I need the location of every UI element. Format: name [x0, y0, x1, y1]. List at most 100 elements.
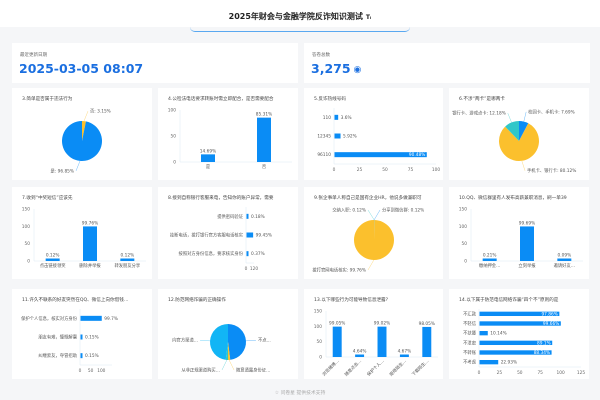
category-label: 点击链接领奖 — [40, 262, 66, 269]
bar[interactable] — [80, 353, 83, 359]
leader-line — [521, 160, 526, 171]
chart-title: 9.张企事单人称自己是国有企业HR，他说多做兼职可 — [314, 196, 422, 201]
chart-title: 13.以下哪些行为可能导致信息泄露? — [314, 298, 389, 303]
category-label: 是 — [206, 164, 211, 170]
chart-title: 7.收到“中奖短信”应该先 — [22, 196, 73, 201]
slice-label: 交纳入职: 0.12% — [332, 207, 366, 214]
last-updated-label: 最近更新日期 — [20, 53, 47, 58]
chart-title: 6.不涉“两卡”是哪两卡 — [459, 97, 505, 102]
bar[interactable] — [257, 117, 271, 162]
bar[interactable] — [520, 226, 534, 261]
bar[interactable] — [201, 154, 215, 162]
bar[interactable] — [479, 321, 561, 326]
bar[interactable] — [246, 251, 249, 257]
bar[interactable] — [332, 326, 342, 357]
x-tick-label: 75 — [408, 167, 414, 173]
bar[interactable] — [557, 258, 572, 262]
bar[interactable] — [479, 340, 553, 346]
chart-card: 14.以下属于防范电信网络诈骗“四个不”原则的是 0 25 50 75 100 125 不汇款… — [449, 289, 589, 379]
data-label: 0.09% — [558, 253, 572, 259]
bar[interactable] — [334, 152, 427, 158]
bar[interactable] — [482, 258, 497, 262]
bar[interactable] — [422, 326, 432, 357]
y-tick-label: 50 — [317, 339, 323, 345]
bar[interactable] — [120, 258, 135, 262]
chart: 校园卡、手机卡: 7.69% 手机卡、银行卡: 80.12% 银行卡、游戏点卡: 1… — [452, 108, 576, 174]
chart-card: 5.反诈热线号码 0 25 50 75 100 110 3.6% 12345 5.92% 96110… — [304, 88, 443, 180]
category-label: 挂断电话，拨打银行官方客服电话核实 — [170, 232, 244, 239]
pie-slice[interactable] — [499, 123, 539, 161]
pie-slice[interactable] — [505, 121, 519, 141]
category-label: 拒绝陌生… — [388, 357, 408, 377]
leader-line — [523, 111, 527, 122]
pie-slice[interactable] — [62, 121, 103, 161]
y-tick-label: 0 — [27, 259, 30, 265]
bar[interactable] — [355, 354, 365, 358]
y-tick-label: 50 — [25, 241, 31, 247]
category-label: 邀请好友… — [554, 262, 575, 269]
chart-card: 12.防范网络诈骗的正确操作 不点… 随意透露身份证… 从非正规渠道购买… 向官方渠道… — [158, 289, 298, 379]
x-tick-label: 0 — [333, 167, 336, 173]
leader-line — [367, 209, 375, 221]
bar[interactable] — [334, 133, 341, 139]
data-label: 99.7% — [104, 316, 118, 322]
eye-icon[interactable]: ◉ — [353, 65, 362, 75]
survey-title: 2025年财会与金融学院反诈知识测试 Tᵢ — [228, 12, 372, 21]
bar[interactable] — [246, 232, 254, 238]
data-label: 5.92% — [343, 134, 357, 140]
chart: 0 25 50 75 100 125 不汇款 97.86% 不轻信 99.66% 不扶腰 10.14%… — [463, 309, 585, 376]
slice-label: 分享到微信群: 0.12% — [382, 207, 424, 214]
bar[interactable] — [479, 350, 552, 355]
category-label: 保护个人… — [365, 357, 385, 377]
pie-slice[interactable] — [82, 121, 86, 141]
y-tick-label: 0 — [173, 160, 176, 166]
header-divider — [190, 27, 410, 32]
header: 2025年财会与金融学院反诈知识测试 Tᵢ — [0, 0, 600, 27]
bar[interactable] — [479, 330, 488, 336]
x-tick-label: 0 — [478, 370, 481, 376]
chart-title: 11.许久不联系的好友突然在QQ、微信上向你借钱… — [22, 298, 129, 303]
chart-title: 5.反诈热线号码 — [314, 97, 346, 102]
slice-label: 拨打官网电话核实: 99.76% — [312, 266, 366, 273]
bar[interactable] — [479, 359, 499, 365]
slice-label: 不点… — [258, 338, 271, 344]
x-tick-label: 25 — [357, 167, 363, 173]
bar[interactable] — [83, 226, 97, 261]
chart-card: 9.张企事单人称自己是国有企业HR，他说多做兼职可分享到微信群: 0.12% 交纳… — [304, 187, 443, 279]
category-label: 110 — [323, 115, 331, 121]
pie-slice[interactable] — [519, 121, 529, 141]
x-tick-label: 100 — [97, 368, 105, 374]
data-label: 99.02% — [374, 321, 390, 327]
footer-text[interactable]: 问卷星 提供技术支持 — [280, 391, 326, 396]
pie-slice[interactable] — [228, 324, 246, 360]
chart: 0 25 50 75 100 110 3.6% 12345 5.92% 96110 90.48% — [317, 108, 440, 173]
pie-slice[interactable] — [354, 220, 395, 260]
bar[interactable] — [80, 334, 83, 340]
category-label: 按照对方身份信息，要求核实身份 — [179, 250, 244, 257]
chart-title: 12.防范网络诈骗的正确操作 — [168, 298, 226, 303]
x-tick-label: 100 — [432, 167, 440, 173]
text-size-icon[interactable]: Tᵢ — [365, 14, 372, 21]
pie-slice[interactable] — [225, 342, 228, 360]
x-tick-label: 100 — [556, 370, 564, 376]
y-tick-label: 0 — [464, 259, 467, 265]
chart-title: 10.QQ、微信群里有人发布高薪兼职消息，刷一单39 — [459, 196, 567, 201]
x-tick-label: 50 — [382, 167, 388, 173]
bar[interactable] — [479, 311, 560, 317]
leader-line — [83, 111, 89, 122]
bar[interactable] — [399, 354, 409, 358]
bar[interactable] — [377, 326, 387, 357]
bar[interactable] — [334, 114, 339, 120]
bar[interactable] — [246, 213, 249, 219]
bar[interactable] — [80, 315, 102, 321]
x-tick-label: 125 — [577, 370, 585, 376]
pie-slice[interactable] — [210, 324, 228, 360]
leader-line — [75, 160, 81, 171]
slice-label: 从非正规渠道购买… — [181, 366, 220, 373]
chart-title: 14.以下属于防范电信网络诈骗“四个不”原则的是 — [459, 298, 559, 303]
y-tick-label: 150 — [459, 207, 467, 213]
pie-slice[interactable] — [228, 342, 231, 360]
bar[interactable] — [45, 258, 60, 262]
leader-line — [200, 339, 211, 342]
category-label: 缴纳押金… — [479, 262, 500, 269]
